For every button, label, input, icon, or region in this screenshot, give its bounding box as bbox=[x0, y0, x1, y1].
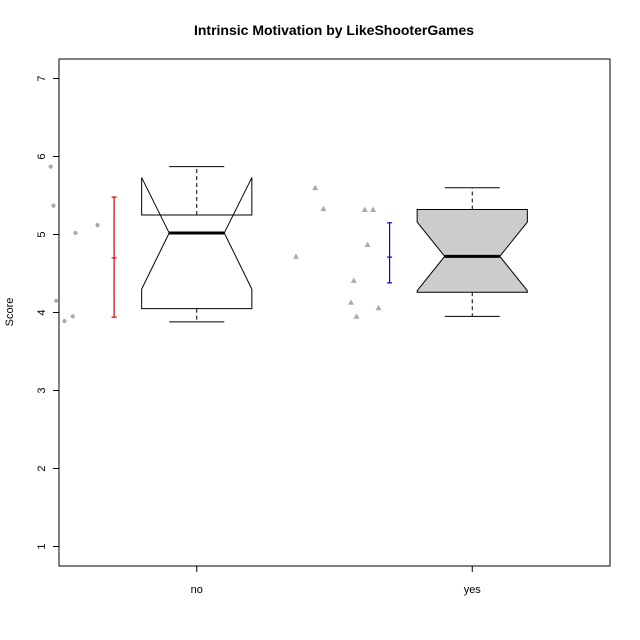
plot-area bbox=[48, 164, 528, 324]
data-point bbox=[353, 313, 360, 319]
points-no bbox=[48, 164, 100, 324]
data-point bbox=[320, 205, 327, 212]
data-point bbox=[48, 164, 53, 169]
x-axis: no yes bbox=[191, 565, 482, 596]
data-point bbox=[54, 298, 59, 303]
points-yes bbox=[292, 184, 382, 319]
error-bar-yes bbox=[387, 222, 393, 284]
box-body bbox=[416, 209, 528, 293]
x-tick-label: no bbox=[191, 584, 203, 596]
y-tick-label: 3 bbox=[36, 387, 48, 393]
data-point bbox=[348, 299, 355, 305]
box-body bbox=[141, 177, 253, 310]
box-no bbox=[141, 166, 253, 323]
plot-frame bbox=[58, 58, 611, 567]
data-point bbox=[361, 206, 368, 212]
y-tick-label: 5 bbox=[36, 231, 48, 237]
box-yes bbox=[416, 187, 528, 317]
y-tick-label: 6 bbox=[36, 153, 48, 159]
data-point bbox=[370, 206, 377, 212]
y-axis: 1 2 3 4 5 6 7 bbox=[36, 75, 60, 550]
y-tick-label: 2 bbox=[36, 465, 48, 471]
data-point bbox=[292, 253, 299, 259]
y-tick-label: 4 bbox=[36, 309, 48, 315]
data-point bbox=[375, 304, 382, 311]
data-point bbox=[62, 318, 67, 324]
error-bar-no bbox=[111, 196, 117, 318]
data-point bbox=[73, 230, 78, 236]
y-axis-title: Score bbox=[4, 298, 16, 327]
x-tick-label: yes bbox=[464, 584, 482, 596]
data-point bbox=[312, 184, 319, 191]
chart-title: Intrinsic Motivation by LikeShooterGames bbox=[194, 22, 474, 38]
data-point bbox=[364, 241, 371, 248]
data-point bbox=[95, 223, 100, 228]
data-point bbox=[70, 314, 75, 319]
y-tick-label: 1 bbox=[36, 543, 48, 549]
data-point bbox=[51, 203, 56, 208]
y-tick-label: 7 bbox=[36, 75, 48, 81]
data-point bbox=[350, 277, 357, 283]
